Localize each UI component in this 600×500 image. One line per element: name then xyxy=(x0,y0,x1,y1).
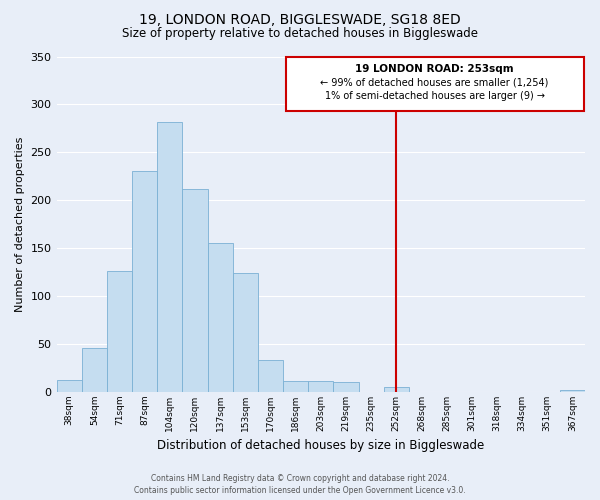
Bar xyxy=(383,387,409,392)
Bar xyxy=(132,170,157,392)
Text: 19, LONDON ROAD, BIGGLESWADE, SG18 8ED: 19, LONDON ROAD, BIGGLESWADE, SG18 8ED xyxy=(139,12,461,26)
Text: 19 LONDON ROAD: 253sqm: 19 LONDON ROAD: 253sqm xyxy=(355,64,514,74)
Bar xyxy=(56,380,82,392)
Bar xyxy=(157,122,182,392)
X-axis label: Distribution of detached houses by size in Biggleswade: Distribution of detached houses by size … xyxy=(157,440,484,452)
Bar xyxy=(107,271,132,392)
Bar xyxy=(182,189,208,392)
Bar xyxy=(334,382,359,392)
Bar xyxy=(233,273,258,392)
Text: Contains HM Land Registry data © Crown copyright and database right 2024.
Contai: Contains HM Land Registry data © Crown c… xyxy=(134,474,466,495)
Bar xyxy=(560,390,585,392)
Text: ← 99% of detached houses are smaller (1,254): ← 99% of detached houses are smaller (1,… xyxy=(320,78,549,88)
Bar xyxy=(308,382,334,392)
Bar xyxy=(208,244,233,392)
Bar xyxy=(286,56,584,111)
Bar xyxy=(82,348,107,392)
Y-axis label: Number of detached properties: Number of detached properties xyxy=(15,136,25,312)
Text: 1% of semi-detached houses are larger (9) →: 1% of semi-detached houses are larger (9… xyxy=(325,91,545,101)
Bar xyxy=(258,360,283,392)
Bar xyxy=(283,380,308,392)
Text: Size of property relative to detached houses in Biggleswade: Size of property relative to detached ho… xyxy=(122,28,478,40)
